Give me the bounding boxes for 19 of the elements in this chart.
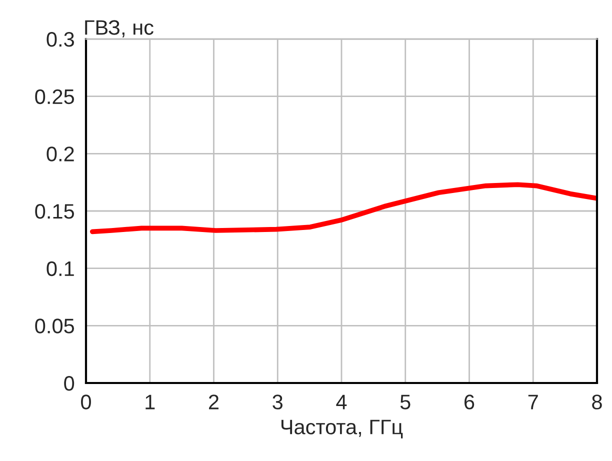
y-tick-label: 0.05 <box>35 318 74 334</box>
y-axis-title: ГВЗ, нс <box>85 20 154 38</box>
x-axis-title: Частота, ГГц <box>281 420 403 438</box>
x-tick-label: 0 <box>81 394 91 410</box>
line-series <box>90 182 597 234</box>
y-tick-label: 0.1 <box>46 261 74 276</box>
x-tick-label: 4 <box>336 394 347 410</box>
y-tick-label: 0.15 <box>35 204 74 219</box>
x-tick-label: 6 <box>464 394 474 410</box>
x-tick-label: 8 <box>592 394 602 410</box>
y-tick-label: 0.25 <box>35 89 74 104</box>
y-tick-label: 0.3 <box>46 32 74 47</box>
x-tick-label: 5 <box>400 394 410 410</box>
y-tick-label: 0.2 <box>46 146 74 162</box>
x-tick-label: 7 <box>528 394 538 410</box>
x-tick-label: 3 <box>272 394 283 410</box>
y-tick-label: 0 <box>64 376 74 391</box>
x-tick-label: 1 <box>146 394 155 410</box>
x-tick-label: 2 <box>209 394 218 410</box>
